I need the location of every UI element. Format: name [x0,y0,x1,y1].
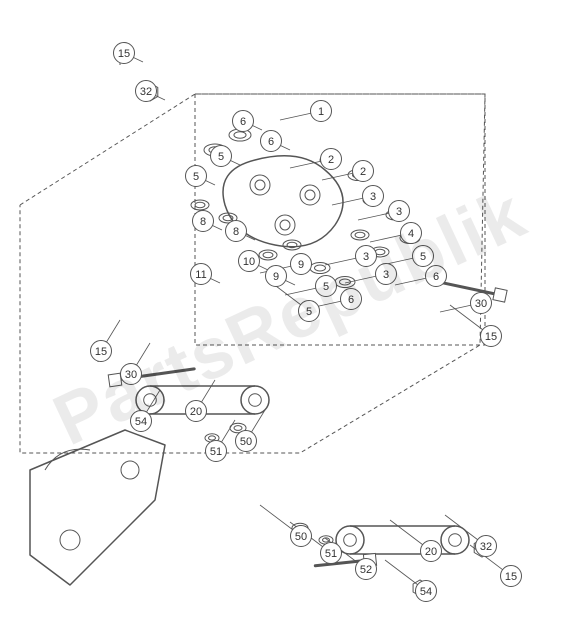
callout-3: 3 [362,185,384,207]
callout-5: 5 [298,300,320,322]
callout-15: 15 [90,340,112,362]
callout-11: 11 [190,263,212,285]
callout-54: 54 [415,580,437,602]
callout-3: 3 [355,245,377,267]
callout-6: 6 [340,288,362,310]
callout-32: 32 [135,80,157,102]
callout-5: 5 [412,245,434,267]
callout-5: 5 [210,145,232,167]
callout-32: 32 [475,535,497,557]
callout-50: 50 [290,525,312,547]
callout-5: 5 [315,275,337,297]
callout-8: 8 [192,210,214,232]
callout-5: 5 [185,165,207,187]
callout-2: 2 [320,148,342,170]
callout-51: 51 [320,542,342,564]
callout-6: 6 [260,130,282,152]
callout-9: 9 [265,265,287,287]
callout-15: 15 [500,565,522,587]
callout-9: 9 [290,253,312,275]
callout-20: 20 [185,400,207,422]
callout-2: 2 [352,160,374,182]
callout-1: 1 [310,100,332,122]
callout-6: 6 [425,265,447,287]
callout-10: 10 [238,250,260,272]
callout-54: 54 [130,410,152,432]
callout-50: 50 [235,430,257,452]
callout-52: 52 [355,558,377,580]
callout-8: 8 [225,220,247,242]
callout-15: 15 [113,42,135,64]
callout-30: 30 [470,292,492,314]
callout-51: 51 [205,440,227,462]
callout-20: 20 [420,540,442,562]
callout-15: 15 [480,325,502,347]
callout-3: 3 [388,200,410,222]
diagram-stage: 1532615562233456881011995653330151530542… [0,0,580,634]
callout-30: 30 [120,363,142,385]
callout-4: 4 [400,222,422,244]
callout-3: 3 [375,263,397,285]
callout-6: 6 [232,110,254,132]
